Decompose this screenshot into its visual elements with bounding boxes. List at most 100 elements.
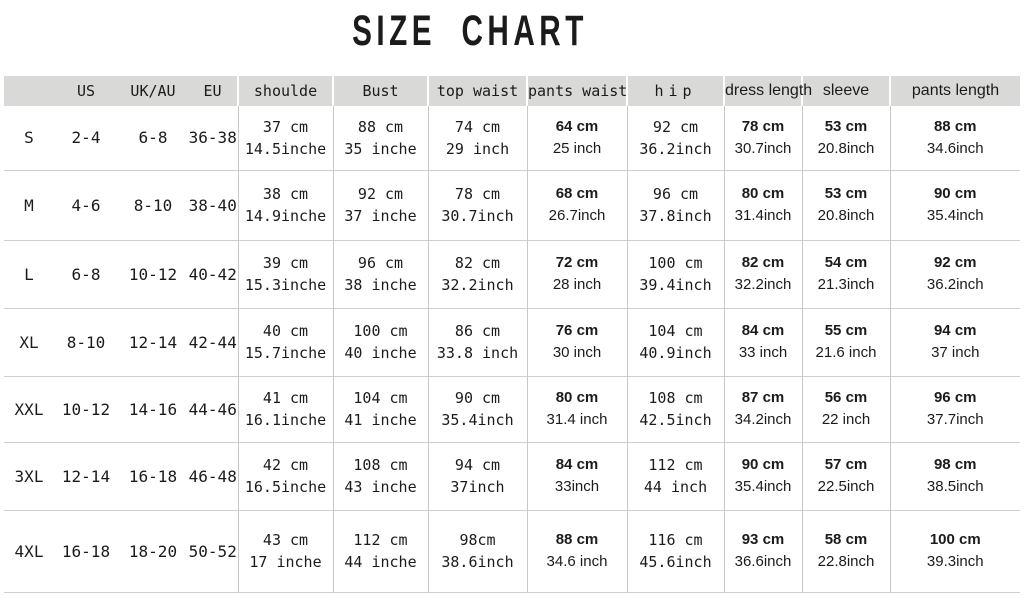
measurement-cell: 87 cm 34.2inch	[723, 376, 802, 442]
header-us: US	[54, 76, 118, 106]
cm-value: 94 cm	[454, 456, 501, 474]
inch-value: 34.6inch	[926, 139, 984, 157]
measurement-cell: 53 cm 20.8inch	[801, 170, 890, 240]
table-row: S 2-4 6-8 36-38 37 cm 14.5inche 88 cm 35…	[4, 106, 1020, 170]
measurement-cell: 98cm 38.6inch	[427, 510, 527, 592]
measurement-cell: 104 cm 40.9inch	[626, 308, 724, 376]
inch-value: 32.2inch	[441, 276, 514, 294]
inch-value: 37 inch	[931, 344, 980, 361]
measurement-cell: 72 cm 28 inch	[526, 240, 627, 308]
cm-value: 92 cm	[933, 254, 977, 271]
inch-value: 22.5inch	[817, 478, 875, 495]
inch-value: 42.5inch	[639, 411, 712, 429]
cm-value: 87 cm	[741, 389, 785, 406]
measurement-cell: 80 cm 31.4 inch	[526, 376, 627, 442]
cm-value: 92 cm	[652, 117, 699, 136]
us-value: 10-12	[61, 399, 111, 419]
cm-value: 80 cm	[741, 185, 785, 202]
ukau-value: 18-20	[128, 541, 178, 561]
measurement-cell: 88 cm 35 inche	[332, 106, 428, 170]
inch-value: 34.6 inch	[546, 553, 608, 570]
inch-value: 30.7inch	[734, 139, 792, 157]
cm-value: 82 cm	[454, 254, 501, 272]
inch-value: 22.8inch	[817, 553, 875, 570]
cm-value: 93 cm	[741, 531, 785, 548]
cm-value: 86 cm	[454, 322, 501, 340]
inch-value: 35.4inch	[441, 411, 514, 429]
size-label: XXL	[14, 399, 44, 419]
inch-value: 16.5inche	[244, 478, 327, 496]
inch-value: 38 inche	[344, 276, 417, 294]
us-value: 4-6	[71, 195, 101, 215]
inch-value: 15.3inche	[244, 276, 327, 294]
cm-value: 55 cm	[824, 322, 868, 339]
us-value: 6-8	[71, 264, 101, 284]
cm-value: 38 cm	[262, 185, 309, 203]
cm-value: 57 cm	[824, 456, 868, 473]
cm-value: 98cm	[459, 531, 496, 549]
size-label: M	[24, 195, 34, 215]
ukau-value: 8-10	[133, 195, 173, 215]
header-hip: hip	[626, 76, 724, 106]
measurement-cell: 82 cm 32.2inch	[427, 240, 527, 308]
measurement-cell: 108 cm 43 inche	[332, 442, 428, 510]
measurement-cell: 74 cm 29 inch	[427, 106, 527, 170]
inch-value: 44 inche	[344, 553, 417, 571]
measurement-cell: 92 cm 36.2inch	[626, 106, 724, 170]
eu-value: 42-44	[188, 332, 237, 352]
measurement-cell: 108 cm 42.5inch	[626, 376, 724, 442]
inch-value: 37 inche	[344, 207, 417, 225]
measurement-cell: 84 cm 33 inch	[723, 308, 802, 376]
measurement-cell: 40 cm 15.7inche	[237, 308, 333, 376]
measurement-cell: 94 cm 37inch	[427, 442, 527, 510]
inch-value: 34.2inch	[734, 411, 792, 428]
size-label: 3XL	[14, 466, 44, 486]
inch-value: 32.2inch	[734, 276, 792, 293]
inch-value: 37inch	[450, 478, 505, 496]
page-title: SIZE CHART	[0, 7, 1024, 54]
measurement-cell: 84 cm 33inch	[526, 442, 627, 510]
measurement-cell: 37 cm 14.5inche	[237, 106, 333, 170]
inch-value: 43 inche	[344, 478, 417, 496]
measurement-cell: 96 cm 38 inche	[332, 240, 428, 308]
ukau-value: 16-18	[128, 466, 178, 486]
measurement-cell: 112 cm 44 inch	[626, 442, 724, 510]
measurement-cell: 88 cm 34.6inch	[889, 106, 1020, 170]
table-row: 4XL 16-18 18-20 50-52 43 cm 17 inche 112…	[4, 510, 1020, 592]
header-dress-length: dress length	[723, 76, 812, 106]
measurement-cell: 64 cm 25 inch	[526, 106, 627, 170]
inch-value: 39.3inch	[926, 553, 984, 570]
measurement-cell: 96 cm 37.7inch	[889, 376, 1020, 442]
cm-value: 104 cm	[648, 322, 703, 340]
cm-value: 90 cm	[454, 389, 501, 407]
measurement-cell: 38 cm 14.9inche	[237, 170, 333, 240]
ukau-value: 14-16	[128, 399, 178, 419]
inch-value: 41 inche	[344, 411, 417, 429]
cm-value: 88 cm	[933, 117, 977, 135]
inch-value: 39.4inch	[639, 276, 712, 294]
inch-value: 35.4inch	[926, 207, 984, 224]
inch-value: 15.7inche	[244, 344, 327, 362]
measurement-cell: 39 cm 15.3inche	[237, 240, 333, 308]
measurement-cell: 58 cm 22.8inch	[801, 510, 890, 592]
header-bust: Bust	[332, 76, 428, 106]
ukau-value: 6-8	[138, 128, 168, 148]
header-uk-au: UK/AU	[118, 76, 188, 106]
measurement-cell: 92 cm 36.2inch	[889, 240, 1020, 308]
cm-value: 41 cm	[262, 389, 309, 407]
inch-value: 17 inche	[249, 553, 322, 571]
size-label: XL	[19, 332, 39, 352]
measurement-cell: 90 cm 35.4inch	[889, 170, 1020, 240]
cm-value: 40 cm	[262, 322, 309, 340]
inch-value: 30 inch	[552, 344, 602, 361]
cm-value: 108 cm	[648, 389, 703, 407]
measurement-cell: 78 cm 30.7inch	[427, 170, 527, 240]
inch-value: 36.2inch	[926, 276, 984, 293]
table-row: XXL 10-12 14-16 44-46 41 cm 16.1inche 10…	[4, 376, 1020, 442]
inch-value: 40.9inch	[639, 344, 712, 362]
header-sleeve: sleeve	[801, 76, 890, 106]
ukau-value: 10-12	[128, 264, 178, 284]
inch-value: 20.8inch	[817, 139, 875, 157]
measurement-cell: 104 cm 41 inche	[332, 376, 428, 442]
eu-value: 44-46	[188, 399, 237, 419]
